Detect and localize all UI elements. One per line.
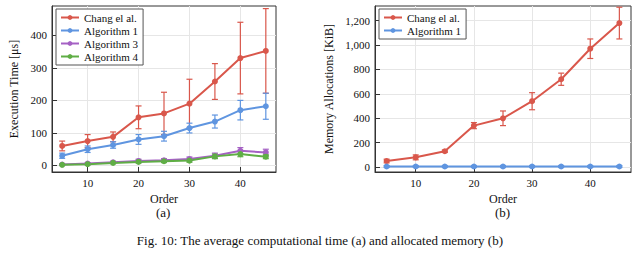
svg-text:Algorithm 4: Algorithm 4 <box>84 51 139 63</box>
svg-text:(b): (b) <box>495 205 510 220</box>
svg-text:Algorithm 3: Algorithm 3 <box>84 38 139 50</box>
svg-text:1,000: 1,000 <box>345 39 370 51</box>
svg-text:20: 20 <box>468 177 480 189</box>
svg-text:400: 400 <box>31 29 48 41</box>
svg-text:Order: Order <box>489 192 517 206</box>
svg-text:Chang el al.: Chang el al. <box>84 12 137 24</box>
svg-text:100: 100 <box>31 127 48 139</box>
svg-text:Chang el al.: Chang el al. <box>407 12 460 24</box>
svg-text:Fig. 10: The average computati: Fig. 10: The average computational time … <box>137 233 503 248</box>
svg-text:40: 40 <box>585 177 597 189</box>
svg-text:600: 600 <box>354 88 371 100</box>
svg-text:30: 30 <box>184 177 196 189</box>
svg-text:200: 200 <box>31 94 48 106</box>
svg-text:Memory Allocations [KiB]: Memory Allocations [KiB] <box>322 24 336 154</box>
svg-text:0: 0 <box>365 161 371 173</box>
svg-text:10: 10 <box>82 177 94 189</box>
svg-text:20: 20 <box>133 177 145 189</box>
svg-text:0: 0 <box>42 159 48 171</box>
svg-text:40: 40 <box>235 177 247 189</box>
svg-text:10: 10 <box>410 177 422 189</box>
svg-text:200: 200 <box>354 137 371 149</box>
svg-text:Order: Order <box>150 192 178 206</box>
svg-text:400: 400 <box>354 112 371 124</box>
svg-text:(a): (a) <box>156 205 170 220</box>
svg-text:30: 30 <box>527 177 539 189</box>
svg-text:300: 300 <box>31 62 48 74</box>
svg-text:Algorithm 1: Algorithm 1 <box>84 25 138 37</box>
svg-text:Execution Time [μs]: Execution Time [μs] <box>7 40 21 138</box>
svg-text:1,200: 1,200 <box>345 15 370 27</box>
svg-text:Algorithm 1: Algorithm 1 <box>407 25 461 37</box>
svg-text:800: 800 <box>354 63 371 75</box>
